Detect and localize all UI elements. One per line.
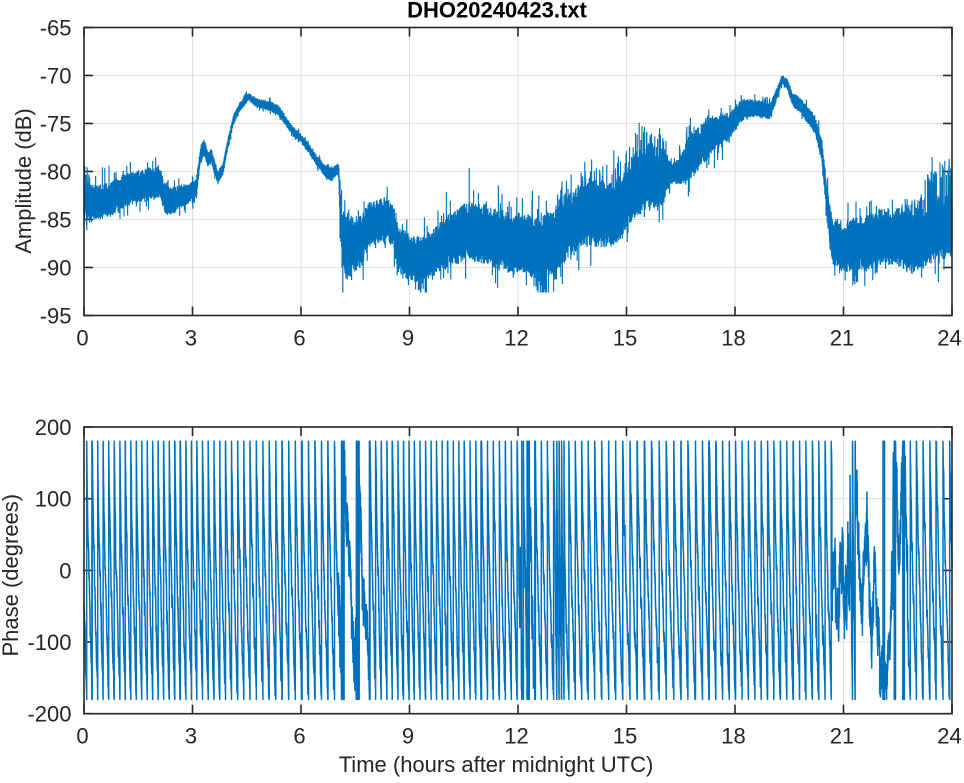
- svg-text:-80: -80: [40, 160, 72, 185]
- svg-text:21: 21: [830, 326, 854, 351]
- svg-text:-70: -70: [40, 64, 72, 89]
- svg-text:Time (hours after midnight UTC: Time (hours after midnight UTC): [339, 752, 654, 777]
- svg-text:-90: -90: [40, 256, 72, 281]
- svg-text:24: 24: [937, 724, 961, 749]
- svg-text:DHO20240423.txt: DHO20240423.txt: [407, 0, 587, 22]
- svg-text:9: 9: [402, 326, 414, 351]
- svg-text:24: 24: [937, 326, 961, 351]
- svg-text:-65: -65: [40, 16, 72, 41]
- svg-text:0: 0: [76, 724, 88, 749]
- svg-text:Phase (degrees): Phase (degrees): [0, 494, 23, 657]
- svg-text:15: 15: [613, 326, 637, 351]
- svg-text:-75: -75: [40, 112, 72, 137]
- svg-text:21: 21: [830, 724, 854, 749]
- svg-text:-95: -95: [40, 304, 72, 329]
- svg-text:3: 3: [185, 724, 197, 749]
- svg-text:-85: -85: [40, 208, 72, 233]
- svg-text:0: 0: [76, 326, 88, 351]
- svg-text:9: 9: [402, 724, 414, 749]
- svg-text:6: 6: [293, 724, 305, 749]
- svg-text:0: 0: [59, 558, 71, 583]
- svg-text:12: 12: [504, 724, 528, 749]
- svg-text:18: 18: [721, 724, 745, 749]
- svg-text:12: 12: [504, 326, 528, 351]
- svg-text:3: 3: [185, 326, 197, 351]
- svg-text:15: 15: [613, 724, 637, 749]
- svg-text:100: 100: [35, 487, 72, 512]
- svg-text:18: 18: [721, 326, 745, 351]
- svg-text:200: 200: [35, 415, 72, 440]
- svg-text:-200: -200: [27, 702, 71, 727]
- svg-text:6: 6: [293, 326, 305, 351]
- svg-text:-100: -100: [27, 630, 71, 655]
- svg-text:Amplitude (dB): Amplitude (dB): [11, 108, 36, 254]
